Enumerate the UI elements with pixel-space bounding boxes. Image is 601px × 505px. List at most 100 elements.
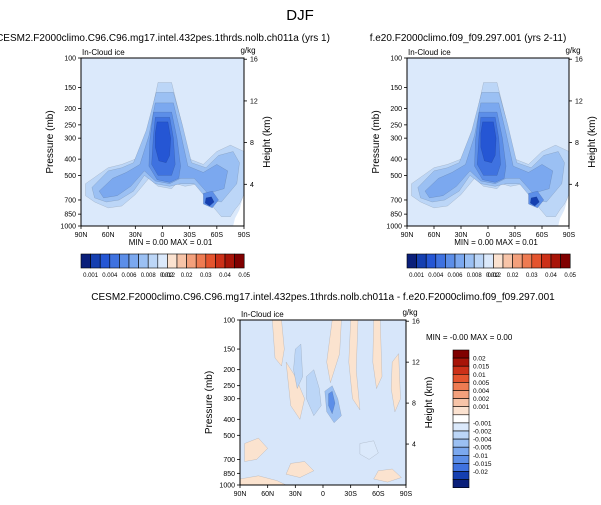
contour-region [372,320,383,389]
colorbar-box [445,253,456,269]
contour-region [293,343,303,389]
x-tick-label: 90N [401,232,414,239]
colorbar-box [186,253,197,269]
x-tick-label: 30N [455,232,468,239]
colorbar-box [560,253,571,269]
colorbar-box [541,253,552,269]
y-axis-label: Pressure (mb) [204,371,215,434]
y2-tick-label: 8 [575,140,579,147]
y-tick-label: 1000 [386,224,402,231]
colorbar-label: 0.05 [564,273,576,279]
colorbar-box [473,253,485,269]
colorbar-box [452,357,470,367]
y-axis-label: Pressure (mb) [45,110,56,173]
colorbar-label: -0.001 [473,420,492,427]
y-tick-label: 400 [223,417,235,424]
colorbar-box [234,253,245,269]
x-tick-label: 30S [344,491,357,498]
y-tick-label: 100 [390,56,402,63]
x-tick-label: 60S [211,232,224,239]
contour-region [306,369,322,416]
colorbar-label: 0.02 [162,273,174,279]
colorbar-label: -0.004 [473,437,492,444]
colorbar-label: 0.01 [473,372,486,379]
contour-region [359,440,379,460]
colorbar-box [502,253,513,269]
y-tick-label: 100 [223,318,235,325]
colorbar-label: 0.004 [102,273,118,279]
contour-region [530,196,540,207]
field-label: In-Cloud ice [82,48,125,57]
y2-axis-label: Height (km) [587,116,598,168]
panel-right: f.e20.F2000climo.f09_f09.297.001 (yrs 2-… [370,33,598,247]
x-tick-label: 30N [289,491,302,498]
x-tick-label: 90S [238,232,251,239]
x-tick-label: 60N [261,491,274,498]
y-tick-label: 500 [223,433,235,440]
y-tick-label: 850 [390,212,402,219]
colorbar-box [109,253,120,269]
x-tick-label: 0 [486,232,490,239]
terrain-mask [233,193,244,226]
colorbar-label: 0.008 [467,273,483,279]
colorbar-label: 0.015 [473,364,490,371]
colorbar-box [512,253,523,269]
y-tick-label: 100 [64,56,76,63]
colorbar-label: 0.012 [486,273,502,279]
colorbar-label: 0.004 [428,273,444,279]
x-tick-label: 30S [183,232,196,239]
x-tick-label: 60N [428,232,441,239]
panel-title: CESM2.F2000climo.C96.C96.mg17.intel.432p… [91,292,555,303]
y-tick-label: 400 [390,157,402,164]
colorbar-box [452,390,470,399]
colorbar-label: 0.006 [121,273,137,279]
y-tick-label: 150 [390,85,402,92]
colorbar-box [452,430,470,440]
colorbar-label: 0.001 [473,404,490,411]
colorbar-box [452,446,470,456]
colorbar-label: 0.04 [545,273,557,279]
colorbar-box [452,349,470,359]
colorbar-label: 0.008 [141,273,157,279]
colorbar-box [493,253,504,269]
contour-region [285,362,305,420]
colorbar-label: 0.005 [473,380,490,387]
colorbar-box [452,414,470,424]
colorbar-box [454,253,465,269]
y-tick-label: 250 [64,122,76,129]
colorbar-box [435,253,446,269]
colorbar-box [452,365,470,375]
x-tick-label: 0 [321,491,325,498]
colorbar-label: -0.005 [473,445,492,452]
contour-region [285,461,315,478]
colorbar-box [464,253,475,269]
contour-region [204,196,215,207]
y-tick-label: 700 [390,197,402,204]
x-tick-label: 30S [509,232,522,239]
x-tick-label: 0 [161,232,165,239]
colorbar-label: 0.02 [507,273,519,279]
colorbar-label: -0.015 [473,461,492,468]
panel-left: CESM2.F2000climo.C96.C96.mg17.intel.432p… [0,33,330,247]
field-label: In-Cloud ice [408,48,451,57]
y-tick-label: 200 [223,367,235,374]
colorbar-box [452,471,470,480]
colorbar-box [119,253,130,269]
colorbar-label: 0.04 [219,273,231,279]
colorbar-label: 0.004 [473,388,490,395]
x-tick-label: 90N [75,232,88,239]
colorbar-box [452,438,470,448]
colorbar-box [483,253,494,269]
colorbar-box [157,253,168,269]
colorbar-label: 0.05 [238,273,250,279]
x-tick-label: 90N [234,491,247,498]
y-tick-label: 300 [223,396,235,403]
terrain-mask [558,193,569,226]
colorbar-box [138,253,149,269]
colorbar-box [452,454,470,464]
contour-region [326,320,342,383]
page-title: DJF [286,7,314,24]
panel-diff: CESM2.F2000climo.C96.C96.mg17.intel.432p… [91,292,555,498]
y-tick-label: 1000 [219,483,235,490]
x-tick-label: 60S [372,491,385,498]
